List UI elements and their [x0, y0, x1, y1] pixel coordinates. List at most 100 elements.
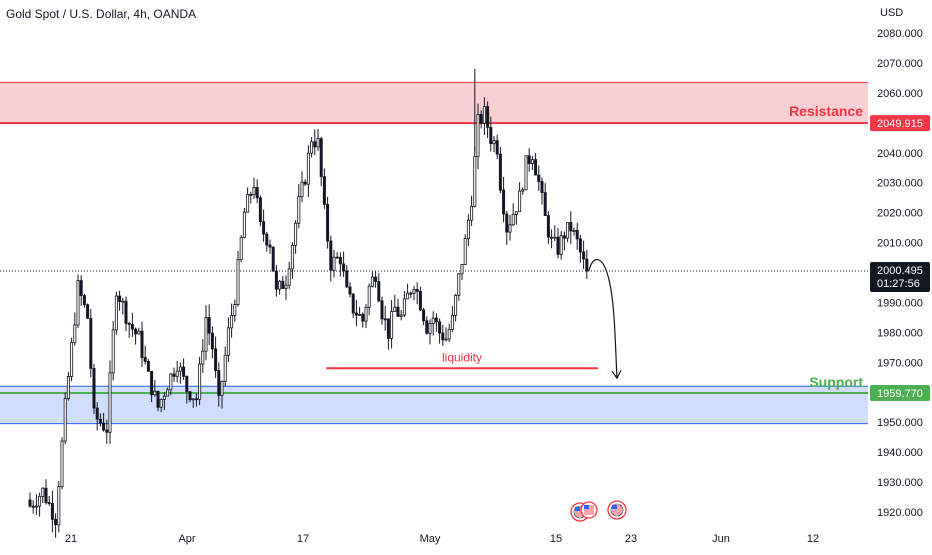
candle-body [169, 373, 173, 391]
time-tick-label: Apr [178, 533, 195, 545]
candle-body [460, 264, 464, 275]
candle-body [143, 357, 147, 362]
candle-body [166, 389, 170, 397]
candle-body [492, 140, 496, 145]
support-zone [0, 386, 868, 424]
us-event-icon[interactable] [570, 501, 598, 522]
candle-body [396, 306, 400, 317]
candle-body [191, 398, 195, 401]
candle-body [521, 189, 525, 192]
candle-body [348, 286, 352, 295]
last-price-tag: 2000.495 01:27:56 [870, 262, 930, 293]
candle-body [300, 181, 304, 198]
candle-body [185, 375, 189, 393]
candle-body [342, 263, 346, 272]
candle-body [386, 318, 390, 339]
countdown-text: 01:27:56 [877, 278, 920, 290]
candle-body [246, 193, 250, 213]
price-tick-label: 1930.000 [877, 477, 923, 489]
candle-body [255, 187, 259, 199]
candle-body [124, 300, 128, 324]
candle-body [422, 309, 426, 322]
candle-body [550, 236, 554, 239]
candle-body [95, 407, 99, 420]
candle-body [450, 314, 454, 330]
candle-body [562, 235, 566, 239]
candle-body [367, 285, 371, 308]
candle-body [425, 320, 429, 334]
support-price-tag-text: 1959.770 [877, 388, 923, 400]
time-tick-label: Jun [712, 533, 730, 545]
candle-body [182, 366, 186, 377]
time-axis[interactable]: 21 Apr 17 May 15 23 Jun 12 [65, 533, 819, 545]
candle-body [377, 281, 381, 302]
candle-body [428, 323, 432, 334]
candle-body [582, 251, 586, 260]
candle-body [114, 295, 118, 331]
candle-body [486, 106, 490, 128]
candle-body [306, 152, 310, 185]
candle-body [540, 181, 544, 193]
candle-body [294, 222, 298, 246]
candle-body [50, 503, 54, 520]
candle-body [54, 518, 58, 526]
candle-body [482, 106, 486, 124]
price-tick-label: 1970.000 [877, 357, 923, 369]
candle-body [201, 350, 205, 365]
candle-body [335, 256, 339, 259]
candle-body [146, 361, 150, 372]
candle-body [236, 259, 240, 305]
candle-body [207, 317, 211, 334]
candle-body [319, 138, 323, 178]
candle-body [98, 418, 102, 424]
candle-body [230, 315, 234, 329]
candle-body [310, 141, 314, 154]
candle-body [73, 324, 77, 343]
candle-body [354, 312, 358, 316]
candle-body [220, 380, 224, 396]
candle-body [44, 487, 48, 503]
price-tick-label: 2080.000 [877, 28, 923, 40]
price-tick-label: 2040.000 [877, 148, 923, 160]
candle-body [303, 181, 307, 185]
candle-body [28, 499, 32, 507]
candle-body [415, 289, 419, 292]
candle-body [79, 280, 83, 296]
event-icons[interactable] [570, 500, 627, 522]
candle-body [511, 214, 515, 226]
candle-body [418, 290, 422, 311]
candle-body [546, 215, 550, 238]
candle-body [278, 280, 282, 290]
candle-body [102, 422, 106, 431]
candle-body [281, 280, 285, 289]
candle-body [233, 304, 237, 316]
candle-body [217, 370, 221, 396]
candle-body [361, 313, 365, 322]
candle-body [527, 155, 531, 165]
time-tick-label: May [420, 533, 441, 545]
time-tick-label: 15 [550, 533, 562, 545]
candle-body [214, 348, 218, 372]
candle-body [89, 317, 93, 369]
candle-body [226, 327, 230, 356]
candle-body [470, 205, 474, 221]
time-tick-label: 12 [807, 533, 819, 545]
projection-curve [588, 259, 618, 379]
candle-body [338, 257, 342, 265]
us-event-icon[interactable] [607, 500, 627, 520]
candle-body [159, 399, 163, 408]
candle-body [47, 502, 51, 504]
candle-body [495, 140, 499, 155]
candle-body [121, 300, 125, 303]
price-tick-label: 2030.000 [877, 178, 923, 190]
candle-body [454, 294, 458, 316]
candle-body [86, 304, 90, 319]
candle-body [434, 317, 438, 323]
candle-body [287, 268, 291, 286]
support-price-tag: 1959.770 [870, 384, 930, 401]
candle-body [559, 235, 563, 255]
time-tick-label: 17 [297, 533, 309, 545]
candle-body [383, 318, 387, 321]
